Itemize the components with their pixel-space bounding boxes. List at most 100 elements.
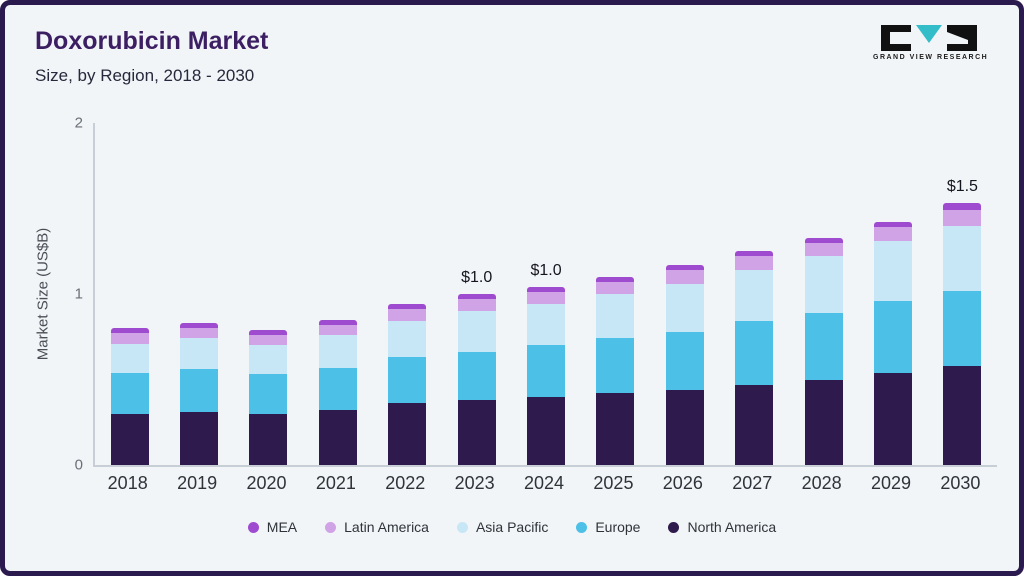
bar-column [373,123,442,465]
legend-item-mea: MEA [247,519,298,535]
legend-item-north-america: North America [668,519,776,535]
bar-stack [943,203,982,465]
legend-item-latin-america: Latin America [325,519,429,535]
bar-segment-europe [665,331,704,390]
bar-column [650,123,719,465]
bar-segment-europe [527,345,566,397]
bar-segment-asia-pacific [249,345,288,375]
bar-segment-europe [457,352,496,401]
x-axis-tick-label: 2028 [801,473,842,493]
bar-segment-north-america [596,393,635,465]
bar-column [858,123,927,465]
bar-column [303,123,372,465]
bar-segment-mea [943,203,982,211]
bar-segment-latin-america [873,227,912,242]
bar-segment-asia-pacific [110,343,149,373]
x-axis-labels: 2018 2019 2020 2021 2022 2023 2024 2025 2026 2027… [93,473,995,494]
legend-swatch-icon [325,521,337,533]
legend-item-europe: Europe [576,519,640,535]
bar-segment-asia-pacific [665,283,704,332]
bar-stack [527,287,566,465]
bar-stack [180,323,219,465]
bar-stack [318,319,357,465]
x-axis-tick-label: 2021 [315,473,356,493]
x-axis-tick-label: 2018 [107,473,148,493]
bar-segment-mea [180,323,219,329]
x-axis-tick-label: 2019 [177,473,218,493]
bar-stack [457,294,496,465]
bar-column [720,123,789,465]
page-subtitle: Size, by Region, 2018 - 2030 [35,66,255,85]
bar-segment-latin-america [457,299,496,312]
bar-segment-europe [249,374,288,414]
bar-column: $1.0 [511,123,580,465]
bar-segment-europe [873,300,912,373]
legend-item-asia-pacific: Asia Pacific [456,519,549,535]
bar-segment-mea [596,276,635,283]
bar-segment-europe [388,357,427,404]
x-axis-tick-label: 2022 [385,473,426,493]
bar-column: $1.0 [442,123,511,465]
legend: MEA Latin America Asia Pacific Europe North … [5,519,1019,535]
bar-segment-latin-america [735,256,774,271]
y-axis-tick-label: 1 [74,285,83,303]
bar-segment-latin-america [943,210,982,226]
bar-segment-latin-america [665,270,704,284]
bar-segment-europe [943,290,982,366]
bar-segment-north-america [527,396,566,465]
x-axis-tick-label: 2029 [870,473,912,493]
bar-segment-europe [735,321,774,385]
bar-segment-north-america [110,413,149,465]
bar-segment-asia-pacific [804,256,843,313]
gvr-logo-icon [881,25,977,51]
bar-column [95,123,164,465]
bar-segment-mea [388,304,427,310]
legend-label: Asia Pacific [475,519,549,535]
legend-label: MEA [266,519,298,535]
x-axis-tick-label: 2025 [593,473,634,493]
bar-stack [110,328,149,465]
gvr-logo: GRAND VIEW RESEARCH [873,23,989,61]
bar-segment-north-america [735,384,774,465]
legend-label: Latin America [344,519,429,535]
bar-stack [735,251,774,465]
y-axis-title: Market Size (US$B) [34,227,52,361]
bar-segment-europe [110,372,149,414]
bar-segment-asia-pacific [527,304,566,346]
bar-column [164,123,233,465]
bar-segment-europe [180,369,219,412]
bar-segment-mea [527,287,566,293]
bar-segment-asia-pacific [943,225,982,291]
bar-segment-europe [804,312,843,380]
bar-segment-asia-pacific [735,270,774,322]
gvr-logo-text: GRAND VIEW RESEARCH [873,54,989,61]
bar-value-annotation: $1.0 [461,269,493,287]
bar-segment-mea [318,319,357,325]
bar-stack [596,276,635,465]
legend-swatch-icon [247,521,259,533]
x-axis-tick-label: 2023 [454,473,495,493]
bar-segment-north-america [665,389,704,465]
bar-segment-asia-pacific [873,241,912,301]
bar-stack [249,329,288,465]
bar-segment-latin-america [249,335,288,346]
y-axis-tick-label: 0 [74,456,83,474]
plot-area: 0 1 2 $1.0 $1.0 $1.5 [75,115,997,474]
bar-column [789,123,858,465]
y-axis-tick-label: 2 [74,114,83,132]
bar-segment-mea [249,329,288,336]
bar-segment-mea [110,328,149,334]
bars-row: $1.0 $1.0 $1.5 [95,123,997,465]
bar-segment-latin-america [318,324,357,336]
bar-segment-latin-america [180,328,219,339]
bar-column [581,123,650,465]
bar-segment-north-america [249,413,288,465]
legend-swatch-icon [576,521,588,533]
bar-segment-latin-america [527,292,566,305]
bar-segment-latin-america [596,282,635,295]
bar-segment-mea [804,237,843,243]
bar-segment-north-america [318,410,357,465]
bar-segment-north-america [943,365,982,465]
bar-segment-north-america [180,412,219,465]
